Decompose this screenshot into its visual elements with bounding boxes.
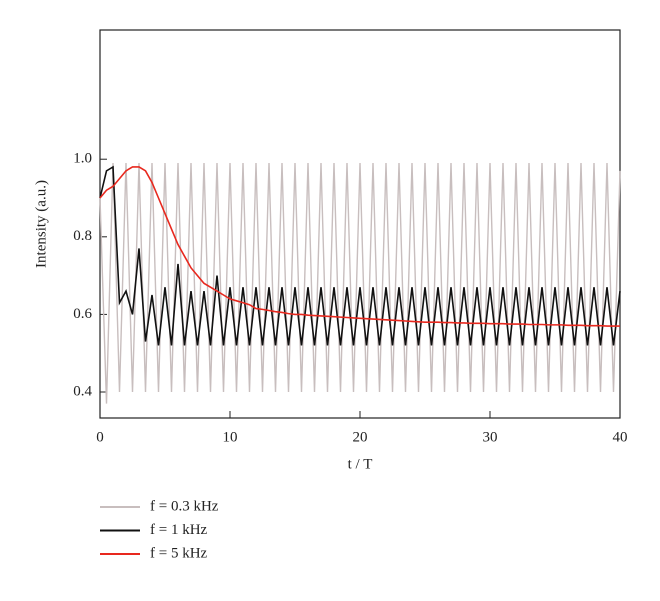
x-tick-label: 40 <box>613 429 628 445</box>
legend-label: f = 0.3 kHz <box>150 498 219 514</box>
series-line <box>99 163 621 404</box>
legend-label: f = 5 kHz <box>150 545 208 561</box>
y-tick-label: 0.6 <box>73 306 92 322</box>
y-axis-label: Intensity (a.u.) <box>33 180 49 268</box>
x-tick-label: 10 <box>223 429 238 445</box>
y-tick-label: 1.0 <box>73 151 92 167</box>
series-line <box>99 165 621 346</box>
x-tick-label: 20 <box>353 429 368 445</box>
x-axis-label: t / T <box>348 456 373 472</box>
series-line <box>99 166 620 327</box>
y-tick-label: 0.4 <box>73 383 92 399</box>
legend-label: f = 1 kHz <box>150 522 208 538</box>
plot-frame <box>99 29 621 419</box>
x-tick-label: 30 <box>483 429 498 445</box>
y-tick-label: 0.8 <box>73 228 92 244</box>
x-tick-label: 0 <box>96 429 104 445</box>
